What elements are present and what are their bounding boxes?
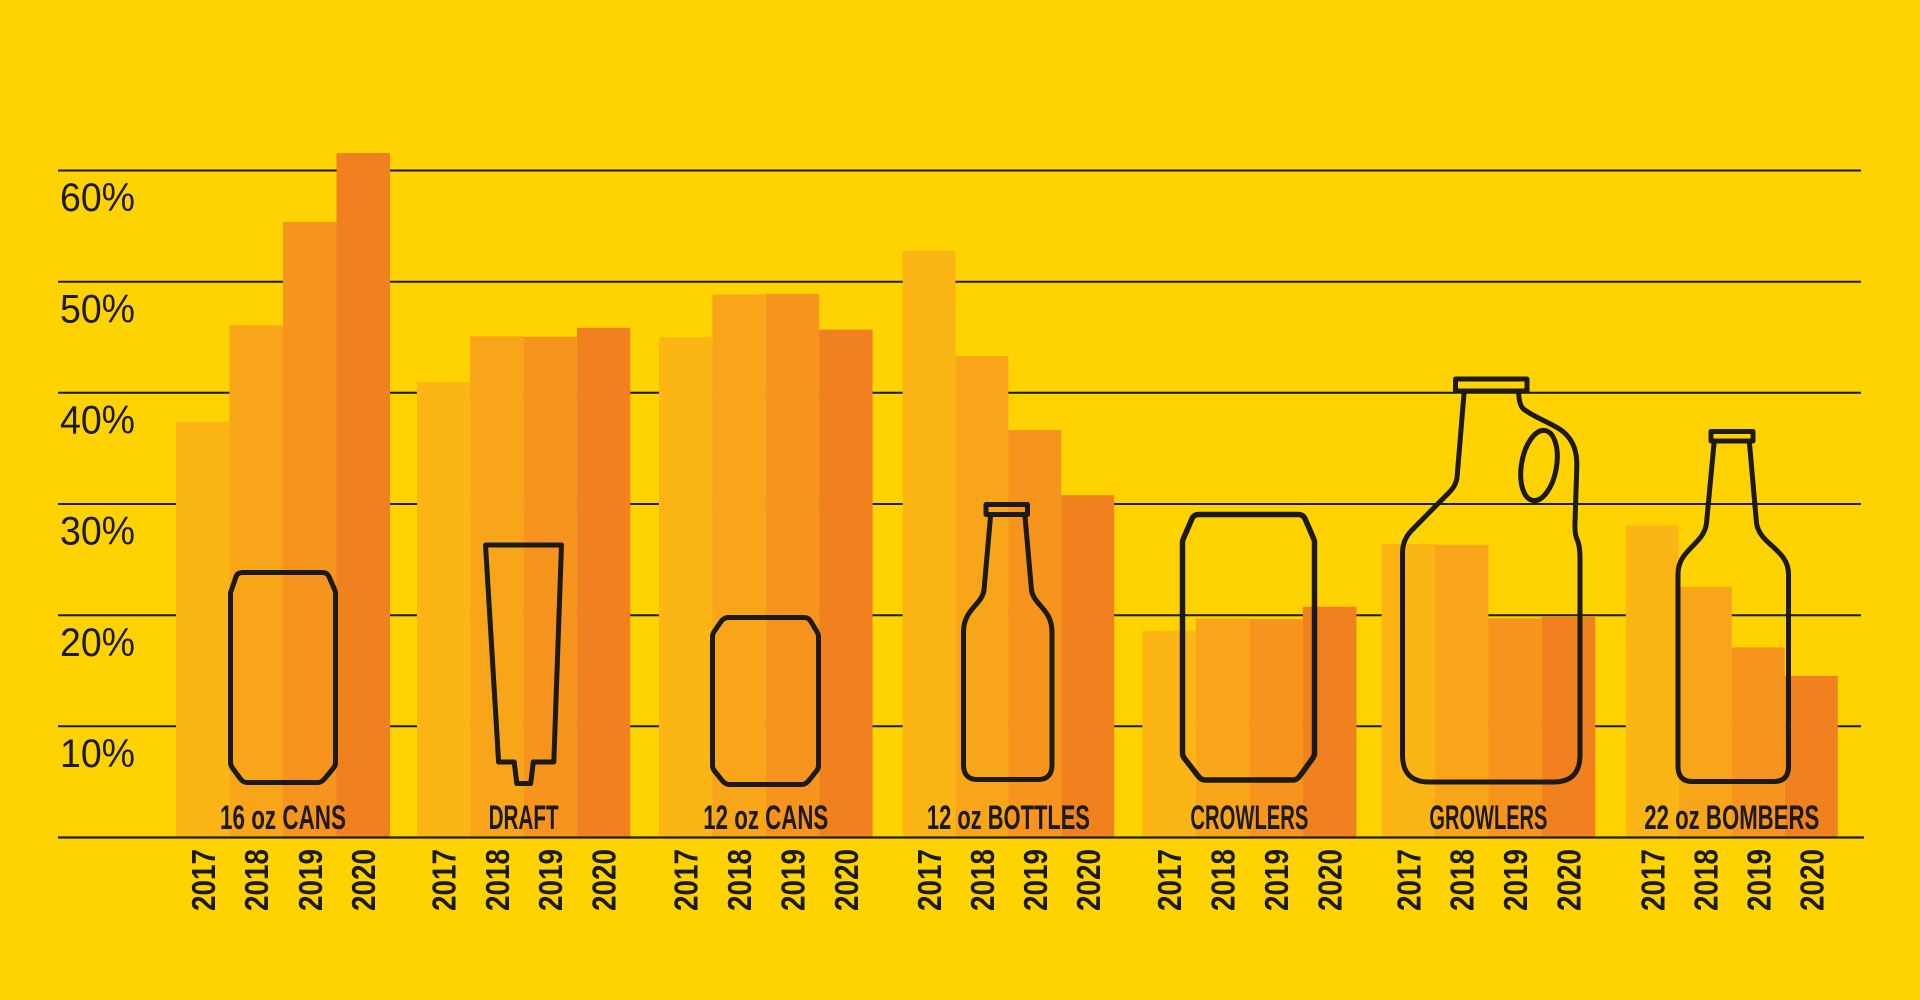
svg-text:2017: 2017: [185, 849, 222, 911]
svg-text:CROWLERS: CROWLERS: [1190, 799, 1308, 837]
svg-text:2017: 2017: [1390, 849, 1427, 911]
svg-text:2019: 2019: [292, 849, 329, 911]
svg-text:2020: 2020: [345, 849, 382, 911]
svg-text:2017: 2017: [426, 849, 463, 911]
svg-text:16 oz CANS: 16 oz CANS: [220, 799, 346, 837]
svg-text:60%: 60%: [60, 176, 135, 220]
svg-text:2017: 2017: [911, 849, 948, 911]
svg-text:2019: 2019: [1740, 849, 1777, 911]
svg-text:2019: 2019: [775, 849, 812, 911]
svg-text:40%: 40%: [60, 399, 135, 443]
svg-text:2020: 2020: [828, 849, 865, 911]
svg-text:12 oz CANS: 12 oz CANS: [703, 799, 828, 837]
svg-text:2020: 2020: [1070, 849, 1107, 911]
svg-text:2019: 2019: [532, 849, 569, 911]
svg-text:2020: 2020: [1551, 849, 1588, 911]
svg-text:2018: 2018: [964, 849, 1001, 911]
svg-text:2017: 2017: [1634, 849, 1671, 911]
svg-text:2019: 2019: [1258, 849, 1295, 911]
svg-text:10%: 10%: [60, 732, 135, 776]
svg-text:2017: 2017: [668, 849, 705, 911]
svg-text:50%: 50%: [60, 287, 135, 331]
svg-text:2020: 2020: [586, 849, 623, 911]
svg-text:30%: 30%: [60, 510, 135, 554]
svg-text:12 oz BOTTLES: 12 oz BOTTLES: [927, 799, 1090, 837]
svg-text:22 oz BOMBERS: 22 oz BOMBERS: [1644, 799, 1819, 837]
svg-text:2019: 2019: [1497, 849, 1534, 911]
svg-text:2018: 2018: [1444, 849, 1481, 911]
svg-text:2017: 2017: [1151, 849, 1188, 911]
svg-text:2019: 2019: [1017, 849, 1054, 911]
svg-text:20%: 20%: [60, 621, 135, 665]
svg-text:2018: 2018: [479, 849, 516, 911]
svg-text:2020: 2020: [1793, 849, 1830, 911]
svg-text:2018: 2018: [238, 849, 275, 911]
svg-text:GROWLERS: GROWLERS: [1429, 799, 1547, 837]
svg-text:2020: 2020: [1312, 849, 1349, 911]
svg-text:DRAFT: DRAFT: [489, 799, 559, 837]
svg-text:2018: 2018: [1205, 849, 1242, 911]
svg-text:2018: 2018: [721, 849, 758, 911]
svg-text:2018: 2018: [1687, 849, 1724, 911]
